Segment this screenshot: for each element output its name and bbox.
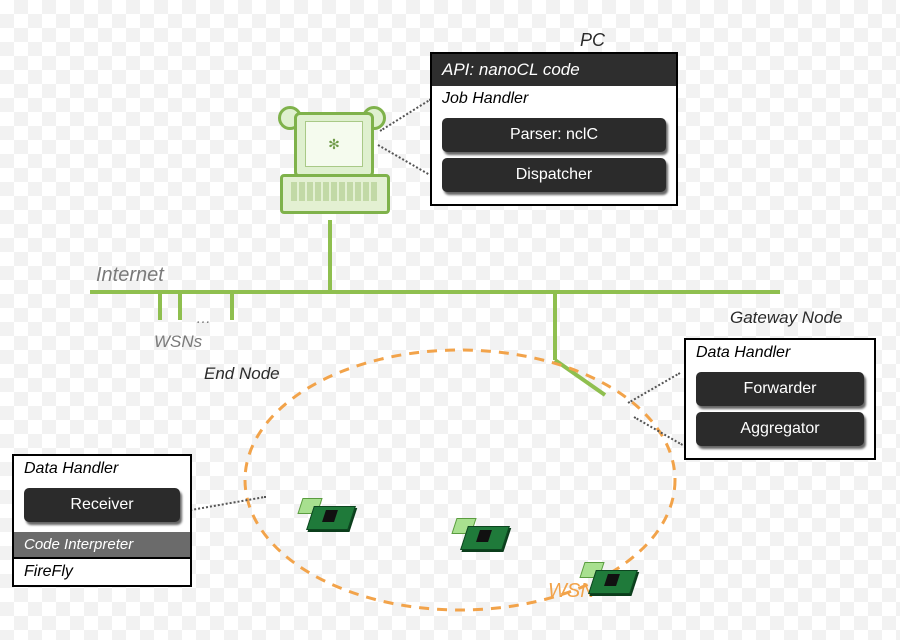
- laptop-icon: ✻: [272, 112, 392, 222]
- sensor-node: [454, 520, 512, 552]
- pc-label: PC: [580, 30, 605, 51]
- endnode-label: End Node: [204, 364, 280, 384]
- pc-box: API: nanoCL code Job Handler Parser: ncl…: [430, 52, 678, 206]
- gateway-datahandler-title: Data Handler: [686, 340, 874, 366]
- pc-api-header: API: nanoCL code: [432, 54, 676, 86]
- sensor-node: [582, 564, 640, 596]
- gateway-label: Gateway Node: [730, 308, 842, 328]
- parser-button: Parser: nclC: [442, 118, 666, 152]
- pc-jobhandler-title: Job Handler: [432, 86, 676, 112]
- receiver-button: Receiver: [24, 488, 180, 522]
- forwarder-button: Forwarder: [696, 372, 864, 406]
- dispatcher-button: Dispatcher: [442, 158, 666, 192]
- endnode-box: Data Handler Receiver Code Interpreter F…: [12, 454, 192, 587]
- code-interpreter-header: Code Interpreter: [14, 532, 190, 557]
- ellipsis-label: …: [196, 310, 211, 327]
- sensor-node: [300, 500, 358, 532]
- internet-label: Internet: [96, 264, 164, 287]
- wsns-label: WSNs: [154, 332, 202, 352]
- endnode-datahandler-title: Data Handler: [14, 456, 190, 482]
- gateway-box: Data Handler Forwarder Aggregator: [684, 338, 876, 460]
- aggregator-button: Aggregator: [696, 412, 864, 446]
- firefly-label: FireFly: [14, 557, 190, 585]
